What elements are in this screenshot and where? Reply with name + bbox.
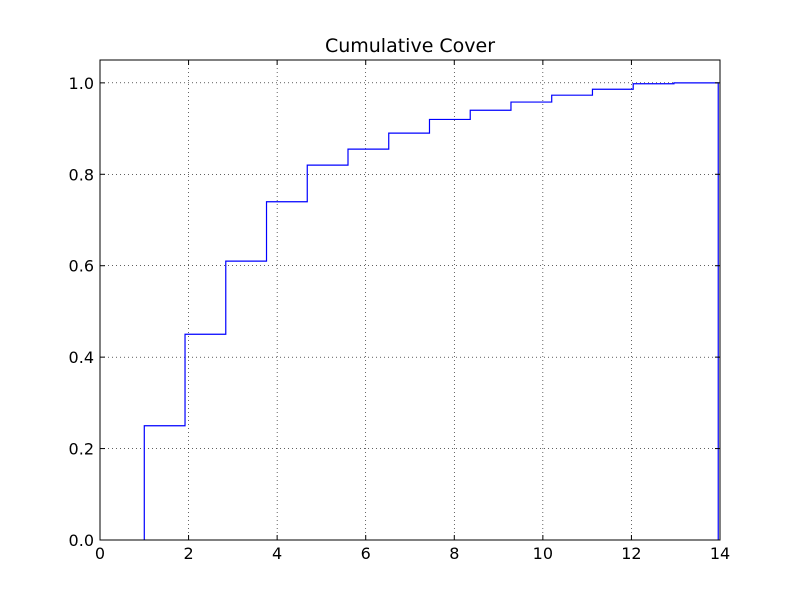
- x-tick-label: 2: [183, 544, 193, 563]
- x-tick-label: 0: [95, 544, 105, 563]
- y-tick-label: 0.6: [69, 257, 94, 276]
- axes-frame: [99, 59, 721, 541]
- x-tick-label: 12: [621, 544, 641, 563]
- series-layer: [143, 82, 719, 540]
- x-tick-label: 8: [449, 544, 459, 563]
- x-tick-label: 4: [272, 544, 282, 563]
- y-tick-label: 0.2: [69, 440, 94, 459]
- plot-area: [100, 60, 720, 540]
- y-tick-label: 0.8: [69, 165, 94, 184]
- cumulative-step-line: [143, 82, 719, 540]
- x-tick-label: 14: [710, 544, 730, 563]
- y-tick-label: 0.0: [69, 531, 94, 550]
- x-tick-label: 6: [361, 544, 371, 563]
- y-tick-label: 1.0: [69, 74, 94, 93]
- x-tick-label: 10: [533, 544, 553, 563]
- grid-layer: [100, 60, 720, 540]
- y-tick-label: 0.4: [69, 348, 94, 367]
- chart-title: Cumulative Cover: [325, 35, 495, 57]
- tick-layer: 0 2 4 6 8 10 12 14 0.0 0.2 0.4 0.6 0.8 1.0: [69, 60, 730, 563]
